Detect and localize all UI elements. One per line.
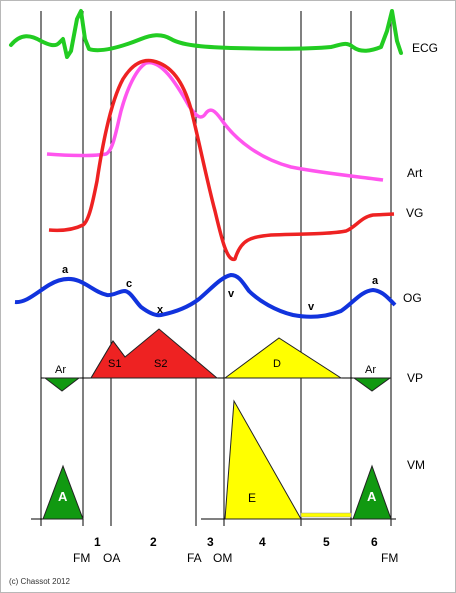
valve-fm-left-label: FM: [73, 551, 90, 565]
phase-lines: [40, 11, 392, 526]
wave-x-label: x: [157, 304, 164, 316]
vp-ar-right-triangle: [352, 377, 392, 392]
ecg-label: ECG: [412, 41, 438, 55]
wave-v-left-label: v: [228, 288, 235, 300]
vg-trace: [48, 58, 395, 261]
og-trace: [14, 273, 397, 319]
vm-diastasis-bar: [300, 512, 352, 518]
art-label: Art: [407, 166, 423, 180]
valve-fm-right-label: FM: [381, 551, 398, 565]
valve-om-label: OM: [213, 551, 232, 565]
vm-label: VM: [407, 458, 425, 472]
phase-number-3: 3: [207, 535, 214, 549]
phase-number-5: 5: [323, 535, 330, 549]
wave-a-right-label: a: [372, 275, 379, 287]
vm-a-right-triangle: [352, 464, 392, 520]
vm-a-right-label: A: [367, 489, 377, 504]
phase-number-2: 2: [150, 535, 157, 549]
vm-a-left-label: A: [58, 489, 68, 504]
vp-ar-left-triangle: [43, 377, 81, 392]
vg-label: VG: [406, 206, 423, 220]
wave-c-label: c: [126, 278, 132, 290]
wave-a-left-label: a: [62, 264, 69, 276]
vm-e-triangle: [224, 399, 302, 520]
vp-ar-right-label: Ar: [365, 364, 376, 376]
vp-s2-triangle: [90, 328, 219, 379]
vm-e-label: E: [248, 491, 256, 505]
wave-v-right-label: v: [308, 301, 315, 313]
phase-number-1: 1: [94, 535, 101, 549]
vp-s1-label: S1: [108, 358, 121, 370]
copyright-text: (c) Chassot 2012: [9, 577, 70, 586]
vp-label: VP: [407, 371, 423, 385]
valve-oa-label: OA: [103, 551, 120, 565]
phase-number-6: 6: [371, 535, 378, 549]
art-trace: [46, 60, 384, 182]
vp-s2-label: S2: [154, 358, 167, 370]
ecg-trace: [9, 9, 403, 59]
valve-fa-label: FA: [187, 551, 202, 565]
vp-ar-left-label: Ar: [55, 364, 66, 376]
vm-a-left-triangle: [42, 464, 84, 520]
vp-d-triangle: [223, 337, 343, 379]
og-label: OG: [403, 291, 422, 305]
phase-number-4: 4: [259, 535, 266, 549]
vp-d-label: D: [273, 358, 281, 370]
